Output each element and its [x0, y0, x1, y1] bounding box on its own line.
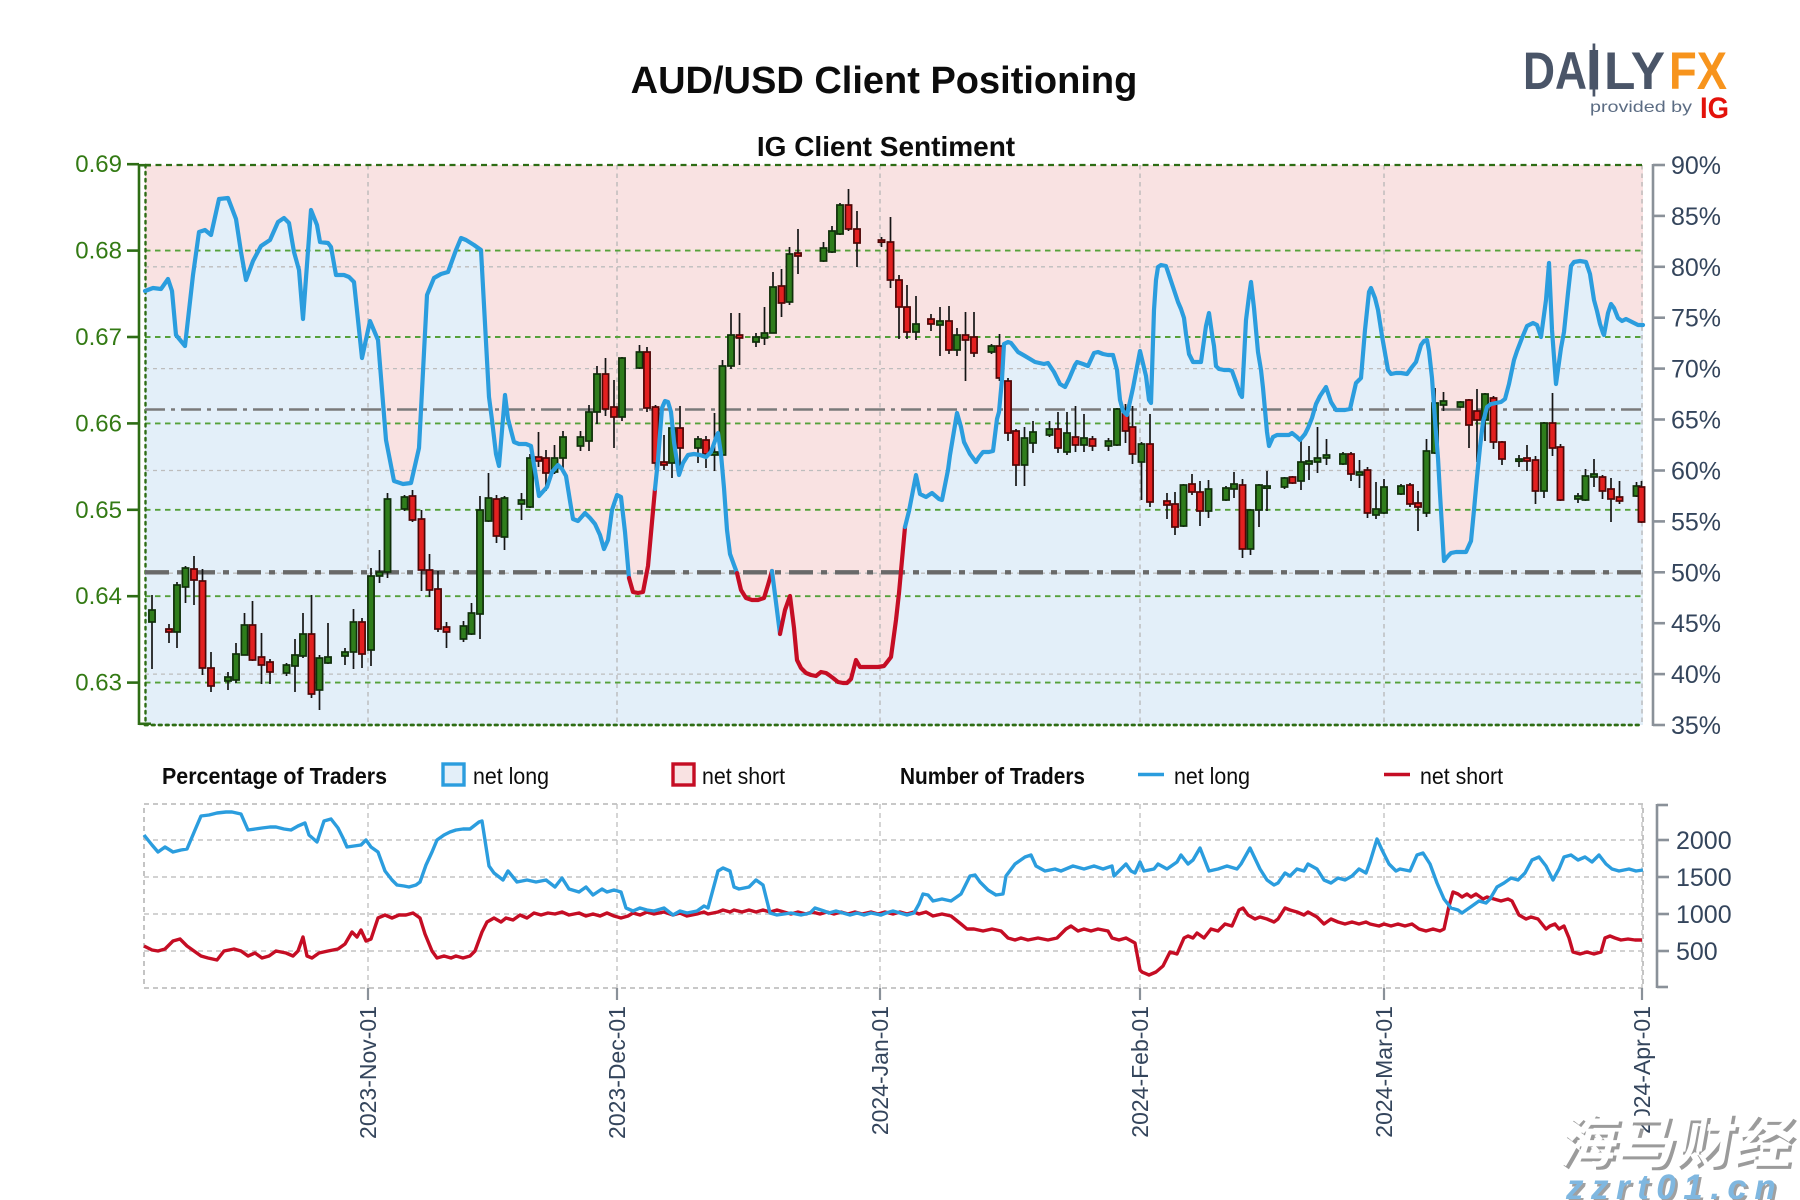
svg-text:0.66: 0.66 [75, 410, 122, 437]
svg-text:500: 500 [1676, 938, 1718, 966]
svg-text:AUD/USD Client Positioning: AUD/USD Client Positioning [631, 60, 1138, 102]
svg-text:0.64: 0.64 [75, 583, 122, 610]
svg-text:DA: DA [1523, 42, 1587, 101]
svg-text:2000: 2000 [1676, 827, 1732, 855]
svg-text:IG: IG [1700, 92, 1729, 125]
svg-text:net short: net short [702, 763, 786, 789]
svg-text:0.63: 0.63 [75, 670, 122, 697]
svg-text:2024-Mar-01: 2024-Mar-01 [1371, 1006, 1397, 1138]
svg-text:0.67: 0.67 [75, 324, 122, 351]
svg-text:net long: net long [473, 763, 549, 789]
svg-text:net short: net short [1420, 763, 1504, 789]
svg-text:zzrt01.cn: zzrt01.cn [1568, 1171, 1786, 1200]
svg-text:IG Client Sentiment: IG Client Sentiment [757, 131, 1015, 162]
svg-text:55%: 55% [1671, 508, 1721, 536]
svg-text:1500: 1500 [1676, 864, 1732, 892]
svg-text:Number of Traders: Number of Traders [900, 763, 1085, 789]
svg-text:2024-Jan-01: 2024-Jan-01 [867, 1006, 893, 1135]
svg-text:2024-Feb-01: 2024-Feb-01 [1127, 1006, 1153, 1138]
svg-text:1000: 1000 [1676, 901, 1732, 929]
svg-text:0.68: 0.68 [75, 238, 122, 265]
svg-text:60%: 60% [1671, 458, 1721, 486]
svg-text:zzrt01.cn: zzrt01.cn [1565, 1168, 1783, 1200]
svg-text:FX: FX [1669, 42, 1727, 101]
svg-text:90%: 90% [1671, 152, 1721, 180]
svg-text:2023-Dec-01: 2023-Dec-01 [604, 1006, 630, 1139]
svg-text:2023-Nov-01: 2023-Nov-01 [355, 1006, 381, 1139]
svg-text:65%: 65% [1671, 407, 1721, 435]
svg-text:80%: 80% [1671, 254, 1721, 282]
svg-text:Percentage of Traders: Percentage of Traders [162, 763, 387, 789]
svg-text:net long: net long [1174, 763, 1250, 789]
svg-text:50%: 50% [1671, 559, 1721, 587]
svg-text:45%: 45% [1671, 610, 1721, 638]
svg-text:35%: 35% [1671, 712, 1721, 740]
svg-text:LY: LY [1604, 42, 1665, 101]
svg-text:75%: 75% [1671, 305, 1721, 333]
svg-text:40%: 40% [1671, 661, 1721, 689]
svg-text:70%: 70% [1671, 356, 1721, 384]
svg-text:85%: 85% [1671, 203, 1721, 231]
svg-text:0.65: 0.65 [75, 497, 122, 524]
svg-text:2024-Apr-01: 2024-Apr-01 [1629, 1006, 1655, 1134]
svg-text:0.69: 0.69 [75, 151, 122, 178]
svg-text:provided by: provided by [1590, 99, 1692, 116]
